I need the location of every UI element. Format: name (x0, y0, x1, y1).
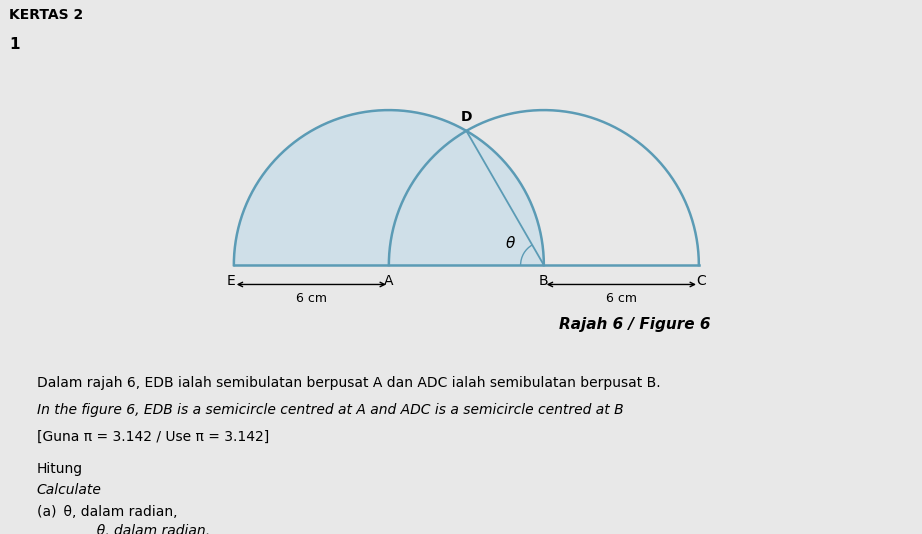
Text: θ: θ (505, 235, 515, 250)
Text: 6 cm: 6 cm (296, 292, 326, 305)
Text: E: E (227, 274, 236, 288)
Text: KERTAS 2: KERTAS 2 (9, 8, 84, 22)
Text: Hitung: Hitung (37, 462, 83, 476)
Text: 6 cm: 6 cm (606, 292, 637, 305)
Text: Dalam rajah 6, EDB ialah semibulatan berpusat A dan ADC ialah semibulatan berpus: Dalam rajah 6, EDB ialah semibulatan ber… (37, 376, 660, 390)
Text: In the figure 6, EDB is a semicircle centred at A and ADC is a semicircle centre: In the figure 6, EDB is a semicircle cen… (37, 403, 623, 417)
Text: Calculate: Calculate (37, 483, 101, 497)
Text: [Guna π = 3.142 / Use π = 3.142]: [Guna π = 3.142 / Use π = 3.142] (37, 430, 269, 444)
Text: θ, dalam radian,: θ, dalam radian, (69, 524, 210, 534)
Text: 1: 1 (9, 37, 19, 52)
Text: C: C (696, 274, 706, 288)
Text: D: D (461, 111, 472, 124)
Text: (a) θ, dalam radian,: (a) θ, dalam radian, (37, 505, 177, 519)
Polygon shape (234, 110, 544, 265)
Text: A: A (384, 274, 394, 288)
Text: B: B (539, 274, 549, 288)
Text: Rajah 6 / Figure 6: Rajah 6 / Figure 6 (559, 317, 710, 332)
